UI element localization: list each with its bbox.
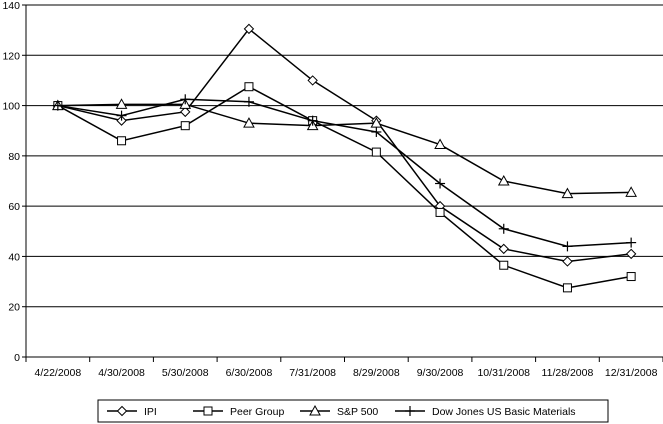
square-marker xyxy=(499,260,509,270)
series-line-s-p-500 xyxy=(57,103,632,195)
plus-marker xyxy=(116,110,127,121)
gridlines xyxy=(26,4,663,308)
triangle-marker xyxy=(309,404,321,416)
series-s-p-500 xyxy=(52,98,637,199)
plus-marker xyxy=(180,94,191,105)
series-line-dow-jones-us-basic-materials xyxy=(57,98,632,248)
square-marker xyxy=(562,283,572,293)
tick-labels: 0 20 40 60 80 100 120 140 4/22/2008 4/30/2008 5/30… xyxy=(2,0,657,379)
legend-entry: S&P 500 xyxy=(300,404,378,418)
diamond-marker xyxy=(498,243,509,255)
x-tick-label: 7/31/2008 xyxy=(289,367,336,379)
series-line-peer-group xyxy=(57,85,632,289)
x-tick-label: 5/30/2008 xyxy=(162,367,209,379)
y-tick-label: 120 xyxy=(2,50,20,62)
x-tick-label: 12/31/2008 xyxy=(605,367,658,379)
square-marker xyxy=(244,82,254,92)
diamond-marker xyxy=(625,248,637,260)
y-tick-label: 0 xyxy=(14,352,20,364)
y-tick-label: 100 xyxy=(2,101,20,113)
diamond-marker xyxy=(307,75,318,86)
diamond-marker xyxy=(562,256,573,267)
y-tick-label: 20 xyxy=(8,302,20,314)
square-marker xyxy=(435,207,445,217)
axes xyxy=(22,4,663,362)
square-marker xyxy=(180,121,190,131)
series-dow-jones-us-basic-materials xyxy=(52,94,637,252)
y-tick-label: 80 xyxy=(8,151,20,163)
legend-entry: IPI xyxy=(107,405,157,418)
plus-marker xyxy=(307,115,318,126)
x-tick-label: 11/28/2008 xyxy=(542,367,594,379)
diamond-marker xyxy=(116,405,128,417)
plus-marker xyxy=(435,178,446,189)
legend-label: Peer Group xyxy=(230,406,284,418)
series-line-ipi xyxy=(57,27,632,263)
series-group xyxy=(52,23,637,293)
plus-marker xyxy=(52,100,63,111)
square-marker xyxy=(117,136,127,146)
triangle-marker xyxy=(243,117,255,128)
legend-box xyxy=(97,399,609,423)
series-peer-group xyxy=(53,82,636,293)
plus-marker xyxy=(243,96,254,107)
legend: IPI Peer Group S&P 500 Dow Jones US Basic M… xyxy=(97,399,609,423)
x-tick-label: 10/31/2008 xyxy=(477,367,530,379)
plus-marker xyxy=(405,406,415,416)
x-tick-label: 6/30/2008 xyxy=(226,367,273,379)
square-marker xyxy=(626,272,636,282)
diamond-marker xyxy=(243,23,255,35)
plus-marker xyxy=(562,241,573,252)
triangle-marker xyxy=(115,98,128,109)
plus-marker xyxy=(498,223,509,234)
triangle-marker xyxy=(561,187,574,199)
triangle-marker xyxy=(497,174,510,186)
triangle-marker xyxy=(434,138,446,150)
legend-label: Dow Jones US Basic Materials xyxy=(432,406,576,418)
diamond-marker xyxy=(116,115,127,126)
x-tick-label: 9/30/2008 xyxy=(417,367,464,379)
legend-entry: Peer Group xyxy=(193,406,284,418)
x-tick-label: 8/29/2008 xyxy=(353,367,400,379)
legend-entry: Dow Jones US Basic Materials xyxy=(395,406,576,418)
triangle-marker xyxy=(625,186,637,197)
square-marker xyxy=(371,147,381,157)
plus-marker xyxy=(371,126,382,137)
y-tick-label: 60 xyxy=(8,201,20,213)
x-tick-label: 4/22/2008 xyxy=(34,367,81,379)
series-ipi xyxy=(52,23,637,267)
plus-marker xyxy=(626,237,637,248)
x-tick-label: 4/30/2008 xyxy=(98,367,145,379)
legend-label: S&P 500 xyxy=(337,406,378,418)
diamond-marker xyxy=(180,106,191,118)
y-tick-label: 140 xyxy=(2,0,20,12)
y-tick-label: 40 xyxy=(8,251,20,263)
legend-label: IPI xyxy=(144,406,157,418)
square-marker xyxy=(203,406,213,416)
